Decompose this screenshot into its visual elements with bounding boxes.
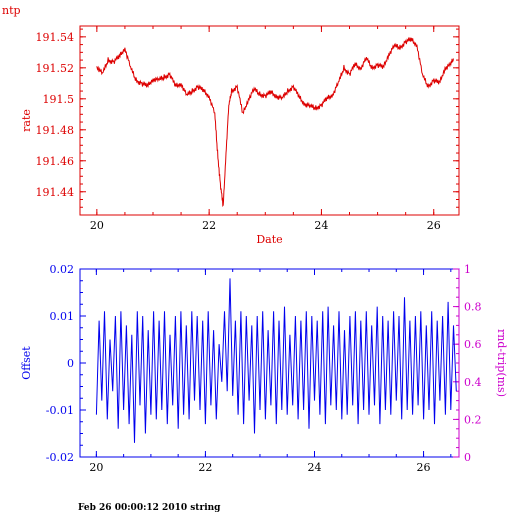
rate-y-tick-label: 191.52 bbox=[36, 62, 75, 75]
offset-y-axis-label: Offset bbox=[20, 346, 33, 380]
offset-chart: 20 22 24 26 -0.02 -0.01 0 0.01 0.02 0 0.2 0.4 0.6 0.8… bbox=[20, 263, 508, 474]
offset-x-tick-label: 24 bbox=[307, 461, 321, 474]
offset-y-tick-label: -0.01 bbox=[46, 404, 74, 417]
rate-x-tick-label: 24 bbox=[314, 219, 328, 232]
rate-plot-frame bbox=[79, 25, 460, 216]
rate-x-tick-label: 26 bbox=[427, 219, 441, 232]
corner-label: ntp bbox=[2, 4, 21, 17]
rate-y-tick-label: 191.48 bbox=[36, 124, 75, 137]
rate-ticks: 20 22 24 26 191.44 191.46 191.48 191.5 191.52 191… bbox=[36, 26, 459, 232]
offset-y-tick-label: 0 bbox=[67, 357, 74, 370]
rate-y-tick-label: 191.54 bbox=[36, 31, 75, 44]
offset-ticks: 20 22 24 26 -0.02 -0.01 0 0.01 0.02 0 0.2 0.4 0.6 0.8… bbox=[46, 263, 482, 474]
roundtrip-y-tick-label: 0.6 bbox=[464, 338, 482, 351]
offset-y-tick-label: 0.02 bbox=[50, 263, 75, 276]
offset-x-tick-label: 20 bbox=[89, 461, 103, 474]
offset-y-tick-label: 0.01 bbox=[50, 310, 75, 323]
rate-y-tick-label: 191.44 bbox=[36, 186, 75, 199]
roundtrip-y-tick-label: 0.2 bbox=[464, 413, 482, 426]
rate-chart: 20 22 24 26 191.44 191.46 191.48 191.5 191.52 191… bbox=[20, 25, 460, 246]
rate-y-tick-label: 191.46 bbox=[36, 155, 75, 168]
rate-series-line bbox=[96, 36, 454, 208]
footer-timestamp: Feb 26 00:00:12 2010 string bbox=[78, 503, 221, 512]
offset-x-tick-label: 26 bbox=[417, 461, 431, 474]
rate-x-axis-label: Date bbox=[256, 233, 282, 246]
rate-x-tick-label: 20 bbox=[90, 219, 104, 232]
rate-y-axis-label: rate bbox=[20, 109, 33, 132]
roundtrip-y-tick-label: 1 bbox=[464, 263, 471, 276]
offset-y-tick-label: -0.02 bbox=[46, 451, 74, 464]
offset-x-tick-label: 22 bbox=[198, 461, 212, 474]
roundtrip-y-tick-label: 0.8 bbox=[464, 301, 482, 314]
rate-x-tick-label: 22 bbox=[202, 219, 216, 232]
roundtrip-y-axis-label: rnd-trip(ms) bbox=[495, 329, 508, 397]
roundtrip-y-tick-label: 0 bbox=[464, 451, 471, 464]
roundtrip-y-tick-label: 0.4 bbox=[464, 376, 482, 389]
offset-series-line bbox=[95, 278, 457, 443]
rate-y-tick-label: 191.5 bbox=[43, 93, 75, 106]
